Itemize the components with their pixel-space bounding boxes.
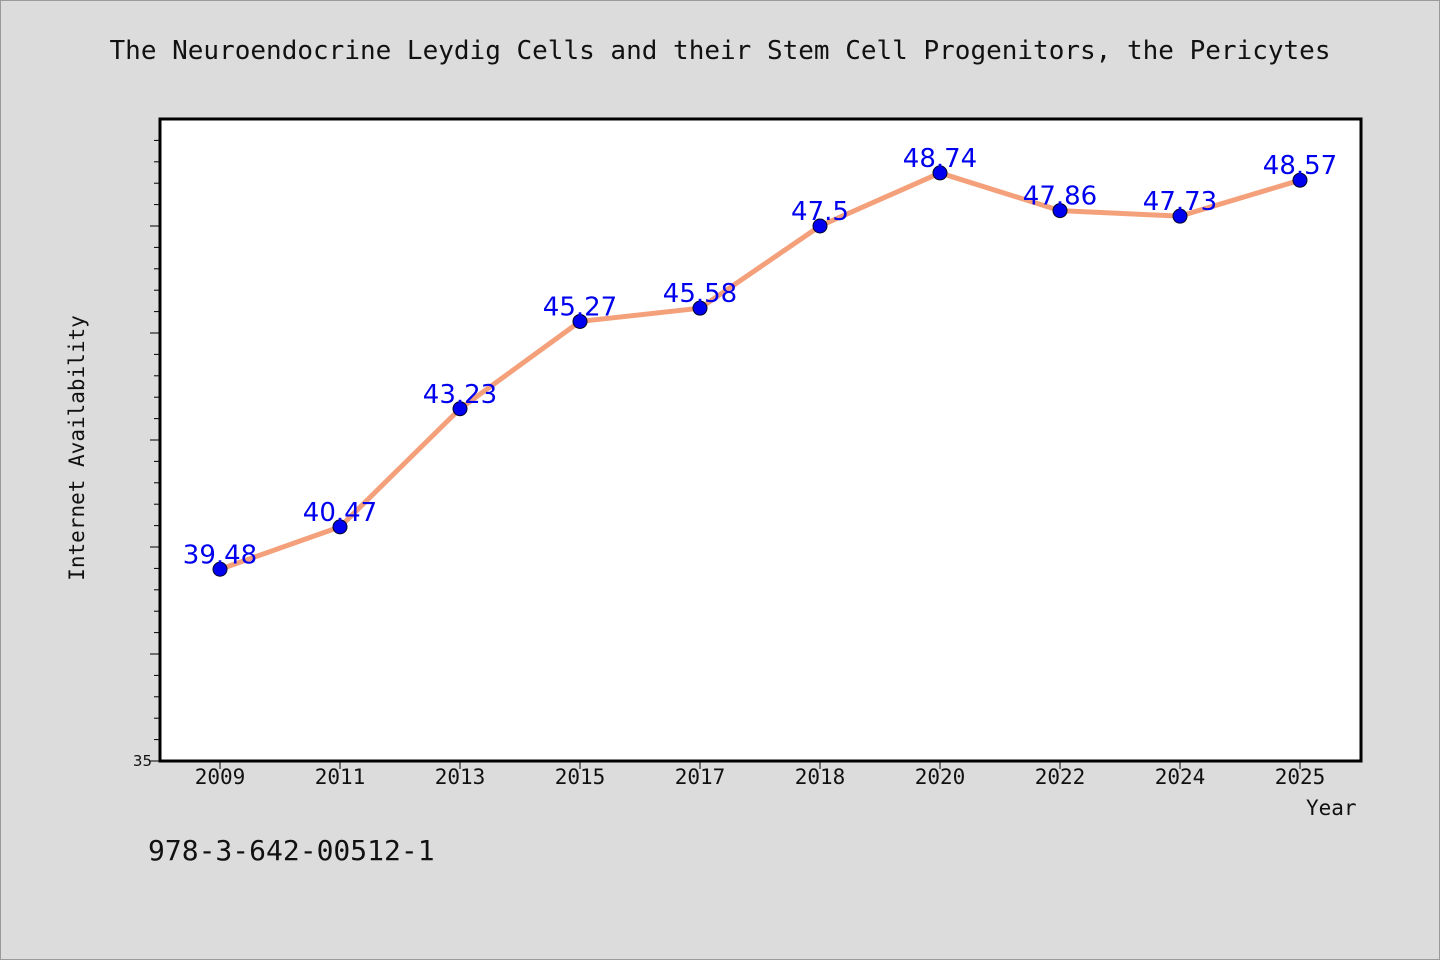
data-label: 47.5 [791,197,849,227]
data-point [212,561,228,577]
data-label: 48.74 [903,144,977,174]
series-layer: 39.48 40.47 43.23 45.27 45.58 47.5 48.74 47.86 4… [183,144,1337,577]
data-point [812,218,828,234]
x-tick-label: 2009 [195,765,246,789]
x-tick-label: 2025 [1275,765,1326,789]
data-point [1172,208,1188,224]
series-line [217,170,1303,572]
plot-area [158,117,1363,763]
data-point [572,313,588,329]
x-axis-ticks: 2009 2011 2013 2015 2017 2018 2020 2022 2024 2025 [195,761,1326,789]
data-label: 39.48 [183,540,257,570]
data-label: 48.57 [1263,151,1337,181]
isbn-caption: 978-3-642-00512-1 [148,834,435,867]
data-point [1292,172,1308,188]
x-tick-label: 2018 [795,765,846,789]
y-axis-ticks: 35 [133,139,160,770]
data-label: 45.27 [543,292,617,322]
data-point [932,165,948,181]
y-tick-label: 35 [133,752,152,770]
data-point [452,401,468,417]
data-point [692,300,708,316]
x-tick-label: 2022 [1035,765,1086,789]
x-tick-label: 2024 [1155,765,1206,789]
x-tick-label: 2015 [555,765,606,789]
data-label: 40.47 [303,498,377,528]
data-label: 47.73 [1143,187,1217,217]
x-axis-label: Year [1306,796,1357,820]
x-tick-label: 2020 [915,765,966,789]
x-tick-label: 2017 [675,765,726,789]
data-point [332,519,348,535]
x-tick-label: 2013 [435,765,486,789]
chart-title: The Neuroendocrine Leydig Cells and thei… [109,36,1331,66]
data-point [1052,203,1068,219]
x-tick-label: 2011 [315,765,366,789]
data-label: 47.86 [1023,182,1097,212]
data-label: 43.23 [423,380,497,410]
data-label: 45.58 [663,279,737,309]
